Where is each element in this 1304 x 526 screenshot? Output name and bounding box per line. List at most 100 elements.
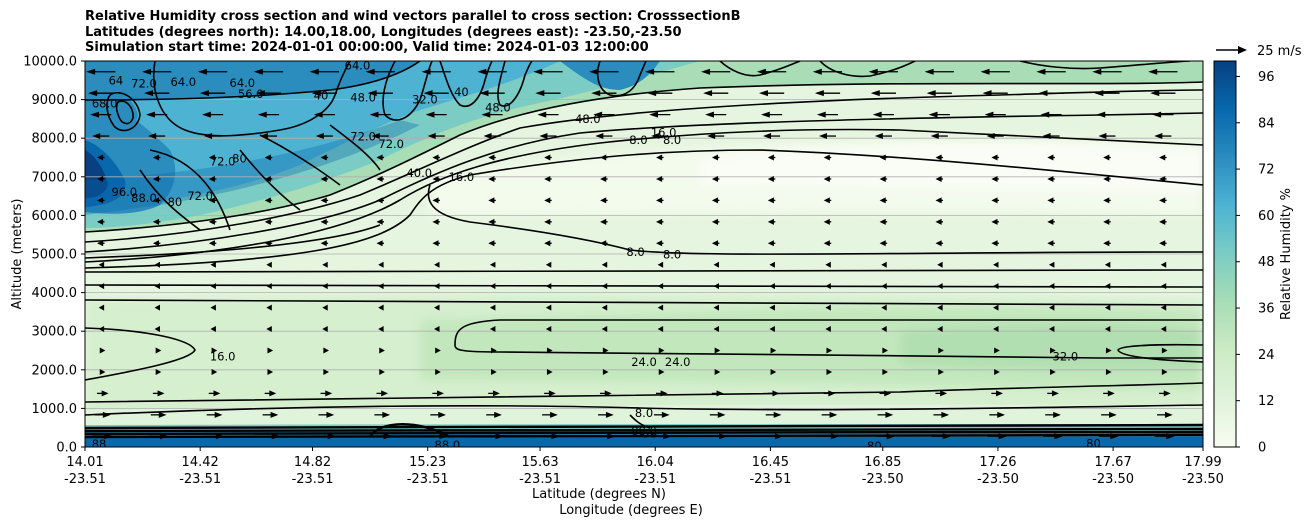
wind-vector bbox=[760, 111, 783, 118]
wind-vector-head bbox=[935, 154, 942, 161]
wind-vector bbox=[935, 197, 944, 204]
wind-vector-head bbox=[711, 175, 719, 182]
wind-vector-head bbox=[322, 304, 328, 311]
wind-vector-head bbox=[941, 411, 950, 418]
wind-vector bbox=[935, 175, 944, 182]
wind-vector-head bbox=[656, 154, 663, 161]
wind-vector bbox=[600, 154, 608, 161]
wind-vector-head bbox=[602, 347, 609, 354]
wind-vector-head bbox=[154, 261, 161, 268]
wind-vector bbox=[378, 304, 384, 311]
wind-vector bbox=[322, 261, 328, 268]
wind-vector bbox=[1043, 433, 1063, 440]
wind-vector bbox=[656, 154, 664, 161]
wind-vector-head bbox=[432, 218, 439, 225]
wind-vector-head bbox=[271, 433, 281, 440]
wind-vector bbox=[435, 347, 441, 354]
wind-vector-head bbox=[711, 218, 719, 225]
wind-vector bbox=[711, 240, 720, 247]
wind-key-arrowhead bbox=[1238, 46, 1247, 54]
wind-vector bbox=[601, 261, 608, 268]
wind-vector-head bbox=[488, 240, 495, 247]
wind-vector bbox=[823, 240, 832, 247]
wind-vector bbox=[1048, 283, 1055, 290]
wind-vector bbox=[1036, 68, 1066, 75]
wind-vector-head bbox=[432, 175, 439, 182]
wind-vector-head bbox=[1036, 68, 1046, 75]
wind-vector bbox=[645, 68, 675, 75]
wind-vector bbox=[1047, 390, 1059, 397]
wind-vector bbox=[651, 433, 672, 440]
wind-vector-head bbox=[993, 283, 999, 290]
wind-vector-head bbox=[211, 347, 218, 354]
wind-vector bbox=[709, 411, 726, 418]
wind-vector-head bbox=[371, 133, 380, 140]
wind-vector-head bbox=[711, 240, 719, 247]
wind-vector-head bbox=[718, 433, 728, 440]
wind-vector-head bbox=[935, 175, 942, 182]
wind-vector bbox=[993, 261, 999, 268]
wind-vector-head bbox=[770, 368, 777, 375]
contour-label: 80 bbox=[867, 439, 882, 453]
wind-vector-head bbox=[1161, 368, 1168, 375]
y-tick-label: 4000.0 bbox=[32, 286, 78, 301]
wind-vector bbox=[711, 197, 720, 204]
wind-vector bbox=[489, 304, 496, 311]
wind-vector-head bbox=[434, 261, 440, 268]
wind-vector-head bbox=[996, 390, 1003, 397]
wind-vector-head bbox=[1150, 90, 1160, 97]
wind-vector-head bbox=[535, 90, 545, 97]
wind-vector bbox=[937, 304, 943, 311]
wind-vector-head bbox=[266, 261, 272, 268]
wind-vector-head bbox=[421, 68, 431, 75]
wind-vector-head bbox=[649, 111, 659, 118]
wind-vector bbox=[763, 133, 781, 140]
wind-vector-head bbox=[378, 283, 384, 290]
wind-vector-head bbox=[477, 68, 487, 75]
y-tick-label: 1000.0 bbox=[32, 402, 78, 417]
wind-vector bbox=[367, 90, 393, 97]
wind-vector bbox=[994, 347, 1000, 354]
wind-vector bbox=[1154, 133, 1172, 140]
wind-vector-head bbox=[935, 240, 942, 247]
contour-line bbox=[439, 61, 493, 107]
x-tick-label-lon: -23.50 bbox=[1182, 472, 1224, 487]
wind-vector-head bbox=[991, 154, 998, 161]
contour-line bbox=[85, 149, 1203, 269]
wind-vector-head bbox=[881, 326, 887, 333]
wind-vector-head bbox=[488, 154, 495, 161]
wind-vector bbox=[322, 283, 328, 290]
wind-vector-head bbox=[213, 390, 221, 397]
wind-vector bbox=[1092, 68, 1122, 75]
contour-line bbox=[85, 128, 1203, 263]
wind-vector bbox=[257, 111, 280, 118]
wind-vector-head bbox=[823, 197, 830, 204]
wind-vector bbox=[544, 197, 552, 204]
wind-vector-head bbox=[645, 68, 655, 75]
wind-vector bbox=[701, 68, 731, 75]
wind-vector bbox=[1096, 111, 1118, 118]
wind-vector bbox=[210, 283, 216, 290]
wind-vector bbox=[874, 133, 892, 140]
contour-line bbox=[85, 81, 1203, 233]
wind-vector bbox=[540, 433, 560, 440]
wind-vector bbox=[379, 368, 385, 375]
contour-label: 32.0 bbox=[1053, 349, 1079, 363]
wind-vector-head bbox=[97, 218, 104, 225]
wind-vector-head bbox=[481, 111, 491, 118]
wind-vector bbox=[656, 218, 664, 225]
wind-vector bbox=[924, 68, 954, 75]
wind-vector-head bbox=[717, 411, 726, 418]
wind-vector-head bbox=[767, 218, 774, 225]
wind-vector-head bbox=[1040, 111, 1050, 118]
contour-label: 88 bbox=[92, 437, 107, 451]
wind-vector bbox=[707, 133, 725, 140]
wind-vector-head bbox=[325, 390, 333, 397]
wind-vector bbox=[600, 390, 612, 397]
y-tick-label: 2000.0 bbox=[32, 363, 78, 378]
wind-vector-head bbox=[99, 347, 106, 354]
colorbar-tick-label: 12 bbox=[1258, 394, 1275, 409]
wind-vector-head bbox=[602, 368, 609, 375]
wind-vector-head bbox=[881, 261, 887, 268]
wind-vector-head bbox=[1050, 368, 1056, 375]
